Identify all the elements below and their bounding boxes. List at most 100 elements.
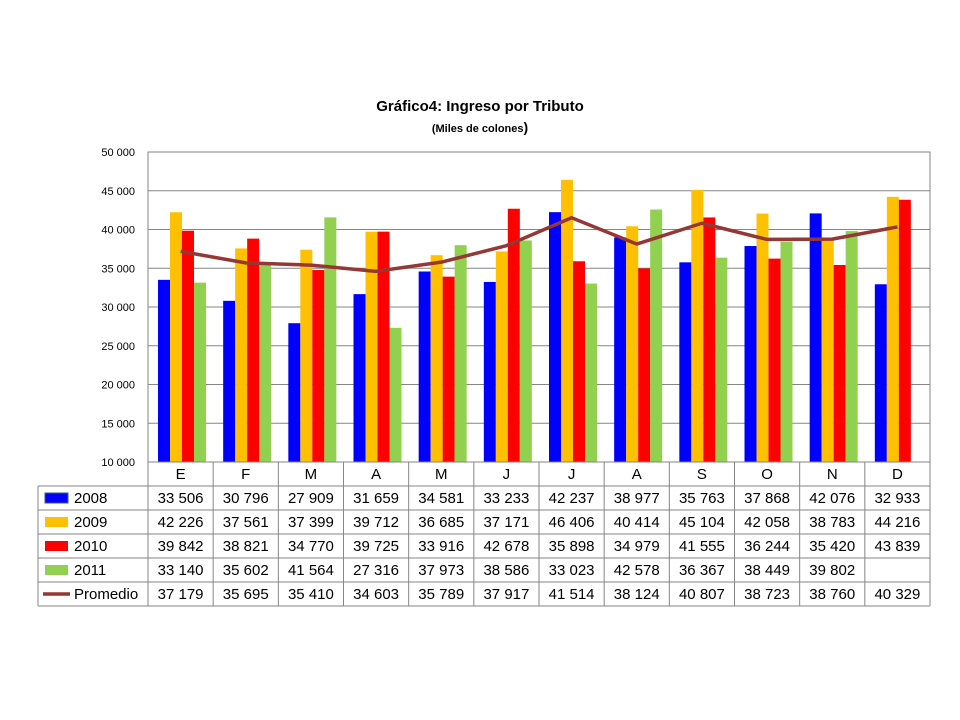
bar [549, 212, 561, 462]
x-tick-label: M [435, 466, 448, 483]
bar [235, 248, 248, 462]
bar [756, 213, 769, 462]
data-label: 36 367 [679, 562, 725, 579]
bar [626, 226, 639, 462]
x-tick-label: N [827, 466, 838, 483]
bar [418, 271, 431, 462]
bar [288, 323, 301, 462]
bar [744, 246, 757, 462]
data-label: 35 789 [418, 586, 464, 603]
bar [874, 284, 887, 462]
x-tick-label: J [568, 466, 576, 483]
data-label: 34 770 [288, 538, 334, 555]
y-tick-label: 40 000 [101, 225, 135, 237]
data-label: 38 821 [223, 538, 269, 555]
data-label: 46 406 [549, 514, 595, 531]
bar [365, 231, 378, 462]
data-label: 44 216 [874, 514, 920, 531]
legend-swatch [45, 541, 68, 551]
data-label: 31 659 [353, 490, 399, 507]
data-label: 38 977 [614, 490, 660, 507]
bar [614, 237, 627, 462]
data-label: 34 581 [418, 490, 464, 507]
bar [809, 213, 822, 462]
data-label: 35 763 [679, 490, 725, 507]
bar [259, 263, 272, 462]
bar [886, 196, 899, 463]
data-label: 33 233 [483, 490, 529, 507]
bar [223, 300, 236, 462]
bar [430, 255, 443, 462]
data-label: 38 783 [809, 514, 855, 531]
data-label: 33 916 [418, 538, 464, 555]
bar [845, 231, 858, 462]
data-label: 40 807 [679, 586, 725, 603]
bar [312, 270, 325, 462]
data-label: 35 420 [809, 538, 855, 555]
x-tick-label: O [761, 466, 773, 483]
y-tick-label: 45 000 [101, 186, 135, 198]
bar [170, 212, 182, 462]
x-tick-label: J [503, 466, 511, 483]
bar [561, 179, 573, 462]
data-label: 36 685 [418, 514, 464, 531]
bar [300, 249, 313, 462]
y-tick-label: 20 000 [101, 380, 135, 392]
data-label: 27 909 [288, 490, 334, 507]
y-tick-label: 30 000 [101, 302, 135, 314]
data-label: 41 514 [549, 586, 595, 603]
data-label: 40 329 [874, 586, 920, 603]
data-label: 41 564 [288, 562, 334, 579]
legend-label: 2009 [74, 514, 107, 531]
data-label: 35 695 [223, 586, 269, 603]
data-label: 37 917 [483, 586, 529, 603]
data-label: 36 244 [744, 538, 790, 555]
data-label: 37 868 [744, 490, 790, 507]
bar [679, 262, 692, 462]
data-label: 42 578 [614, 562, 660, 579]
data-label: 33 023 [549, 562, 595, 579]
bar [194, 282, 206, 462]
x-tick-label: D [892, 466, 903, 483]
legend-swatch [44, 492, 69, 504]
data-label: 35 410 [288, 586, 334, 603]
data-label: 38 723 [744, 586, 790, 603]
data-label: 35 602 [223, 562, 269, 579]
x-tick-label: A [371, 466, 381, 483]
data-label: 42 678 [483, 538, 529, 555]
bar [585, 283, 597, 462]
bar [715, 257, 728, 462]
data-label: 38 449 [744, 562, 790, 579]
legend-label: 2008 [74, 490, 107, 507]
bar [454, 245, 467, 462]
bar [377, 231, 390, 462]
x-tick-label: F [241, 466, 250, 483]
legend-label: 2011 [74, 562, 106, 579]
legend-swatch [45, 565, 68, 575]
x-tick-label: S [697, 466, 707, 483]
bar [483, 281, 496, 462]
bar [821, 238, 834, 462]
data-label: 42 226 [158, 514, 204, 531]
data-label: 38 124 [614, 586, 660, 603]
bar [495, 251, 508, 462]
bar [650, 209, 663, 462]
chart-subtitle-paren: ) [523, 119, 529, 135]
y-tick-label: 10 000 [101, 457, 135, 469]
x-tick-label: A [632, 466, 642, 483]
chart-subtitle-text: (Miles de colones [431, 123, 524, 135]
bar [833, 264, 846, 462]
data-label: 45 104 [679, 514, 725, 531]
data-label: 39 802 [809, 562, 855, 579]
y-tick-label: 35 000 [101, 263, 135, 275]
data-label: 39 725 [353, 538, 399, 555]
chart-title: Gráfico4: Ingreso por Tributo [376, 98, 584, 115]
data-label: 41 555 [679, 538, 725, 555]
data-label: 35 898 [549, 538, 595, 555]
y-tick-label: 15 000 [101, 418, 135, 430]
data-label: 37 179 [158, 586, 204, 603]
data-label: 37 973 [418, 562, 464, 579]
data-label: 43 839 [874, 538, 920, 555]
